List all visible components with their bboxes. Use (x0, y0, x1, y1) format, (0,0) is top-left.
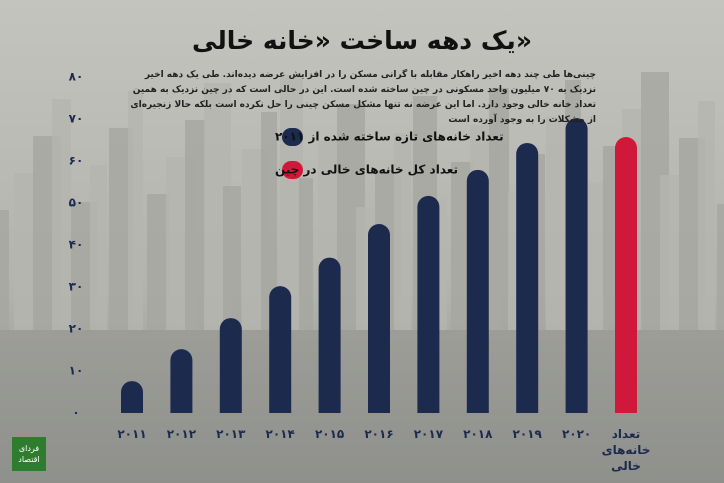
building (128, 91, 143, 330)
building (223, 186, 241, 330)
y-tick-label: ۳۰ (69, 280, 84, 294)
bar (368, 224, 390, 413)
legend-label: تعداد کل خانه‌های خالی در چین (275, 163, 458, 177)
bar (565, 118, 588, 413)
building (90, 165, 107, 330)
x-tick-label: ۲۰۱۸ (463, 427, 493, 441)
x-tick-label: تعداد خانه‌های خالی (601, 427, 651, 473)
bar (516, 142, 539, 413)
x-tick-label: ۲۰۱۹ (512, 427, 542, 441)
building (52, 99, 71, 330)
building (261, 112, 277, 330)
water (0, 330, 724, 483)
bar (318, 257, 341, 413)
x-tick-label: ۲۰۱۱ (117, 427, 147, 441)
x-tick-label: ۲۰۱۳ (216, 427, 246, 441)
city-skyline (0, 72, 724, 330)
bar (121, 381, 143, 413)
building (185, 120, 205, 330)
y-tick-label: ۷۰ (69, 112, 84, 126)
x-tick-label: ۲۰۱۲ (166, 427, 197, 441)
y-tick-label: ۵۰ (69, 196, 84, 210)
y-tick-label: ۴۰ (69, 238, 84, 252)
logo: فردای اقتصاد (12, 437, 46, 471)
bar (615, 137, 637, 413)
y-tick-label: ۲۰ (69, 322, 84, 336)
building (489, 88, 509, 330)
bar (466, 169, 489, 413)
x-tick-label: ۲۰۱۵ (314, 427, 345, 441)
x-tick-label: ۲۰۱۴ (265, 427, 295, 441)
y-tick-label: ۱۰ (69, 364, 84, 378)
legend-swatch (282, 161, 303, 179)
building (299, 178, 313, 330)
legend-swatch (282, 128, 303, 146)
building (0, 210, 9, 330)
building (603, 146, 617, 330)
x-tick-label: ۲۰۱۶ (364, 427, 394, 441)
building (14, 173, 35, 330)
bar (269, 286, 292, 413)
building (660, 175, 679, 330)
x-tick-label: ۲۰۱۷ (413, 427, 444, 441)
building (147, 194, 169, 330)
y-tick-label: ۸۰ (69, 70, 84, 84)
y-tick-label: ۶۰ (69, 154, 84, 168)
chart-title: یک دهه ساخت «خانه خالی» (192, 26, 532, 55)
building (698, 101, 715, 330)
building (717, 204, 724, 330)
bar (417, 195, 440, 413)
building (584, 183, 607, 330)
y-tick-label: ۰ (72, 406, 79, 420)
building (394, 133, 411, 330)
description: چینی‌ها طی چند دهه اخیر راهکار مقابله با… (130, 70, 596, 125)
x-tick-label: ۲۰۲۰ (561, 427, 592, 441)
legend-label: تعداد خانه‌های تازه ساخته شده از ۲۰۱۱ (275, 130, 504, 144)
bar (219, 318, 242, 413)
bar (170, 349, 193, 413)
